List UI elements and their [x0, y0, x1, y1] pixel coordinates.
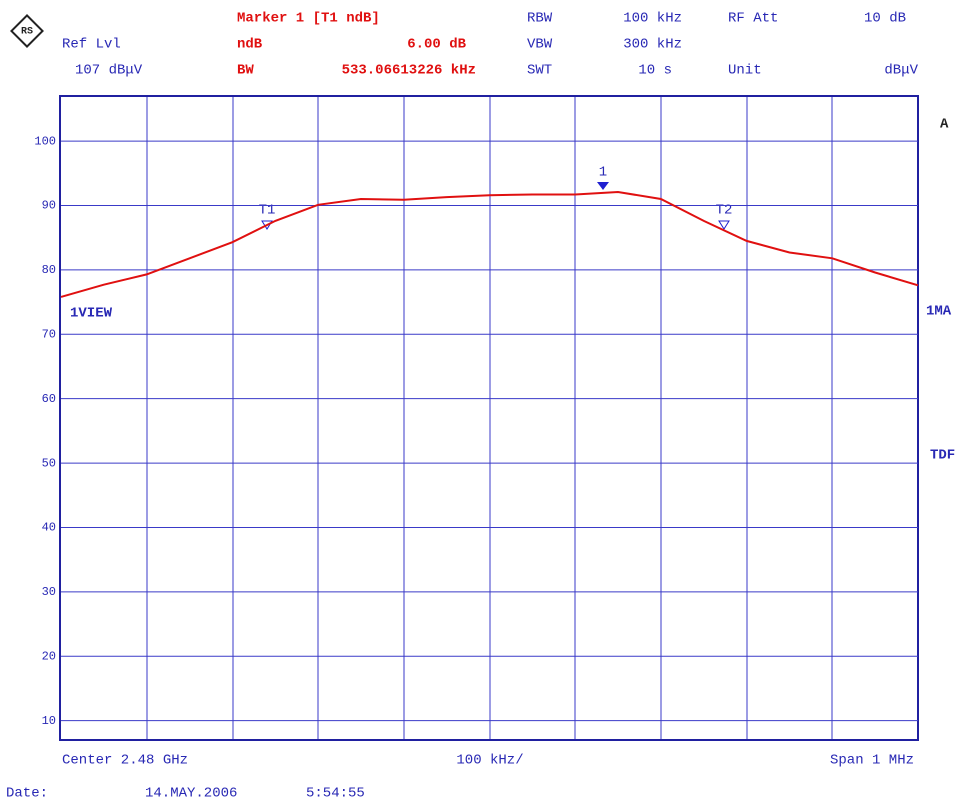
span-label: Span 1 MHz [830, 753, 914, 769]
swt-label: SWT [527, 63, 552, 79]
view-label: 1VIEW [70, 306, 113, 322]
marker-t2: T2 [716, 203, 733, 230]
logo: RS [10, 14, 44, 48]
ndb: 6.00 dB [407, 37, 466, 53]
marker-1: 1 [597, 165, 609, 190]
y-tick-label: 10 [42, 714, 56, 728]
trace-label: A [940, 117, 949, 133]
y-tick-label: 70 [42, 327, 56, 341]
rf-att: 10 dB [864, 11, 906, 27]
unit: dBμV [884, 63, 918, 79]
marker-t1-label: T1 [259, 203, 276, 219]
y-tick-label: 50 [42, 456, 56, 470]
unit-label: Unit [728, 63, 762, 79]
y-tick-label: 100 [34, 134, 56, 148]
rbw: 100 kHz [623, 11, 682, 27]
bw: 533.06613226 kHz [342, 63, 476, 79]
rf-att-label: RF Att [728, 11, 778, 27]
y-tick-label: 20 [42, 649, 56, 663]
center-label: Center 2.48 GHz [62, 753, 188, 769]
detector-label: 1MA [926, 304, 952, 320]
y-tick-label: 40 [42, 521, 56, 535]
y-tick-label: 30 [42, 585, 56, 599]
time: 5:54:55 [306, 786, 365, 801]
tdf-label: TDF [930, 448, 955, 464]
date-label: Date: [6, 786, 48, 801]
marker-1-label: 1 [599, 165, 607, 181]
rbw-label: RBW [527, 11, 553, 27]
date: 14.MAY.2006 [145, 786, 237, 801]
ref-lvl-label: Ref Lvl [62, 37, 121, 53]
marker-title: Marker 1 [T1 ndB] [237, 11, 380, 27]
y-tick-label: 90 [42, 199, 56, 213]
marker-t2-label: T2 [716, 203, 733, 219]
ndb-label: ndB [237, 37, 263, 53]
svg-text:RS: RS [21, 27, 33, 38]
vbw-label: VBW [527, 37, 553, 53]
plot-frame [59, 95, 919, 741]
bw-label: BW [237, 63, 254, 79]
vbw: 300 kHz [623, 37, 682, 53]
y-tick-label: 60 [42, 392, 56, 406]
marker-t1: T1 [259, 203, 276, 230]
swt: 10 s [638, 63, 672, 79]
trace [60, 190, 919, 298]
vertical-grid [146, 96, 833, 740]
div-label: 100 kHz/ [456, 753, 523, 769]
ref-lvl: 107 dBμV [75, 63, 143, 79]
y-tick-label: 80 [42, 263, 56, 277]
